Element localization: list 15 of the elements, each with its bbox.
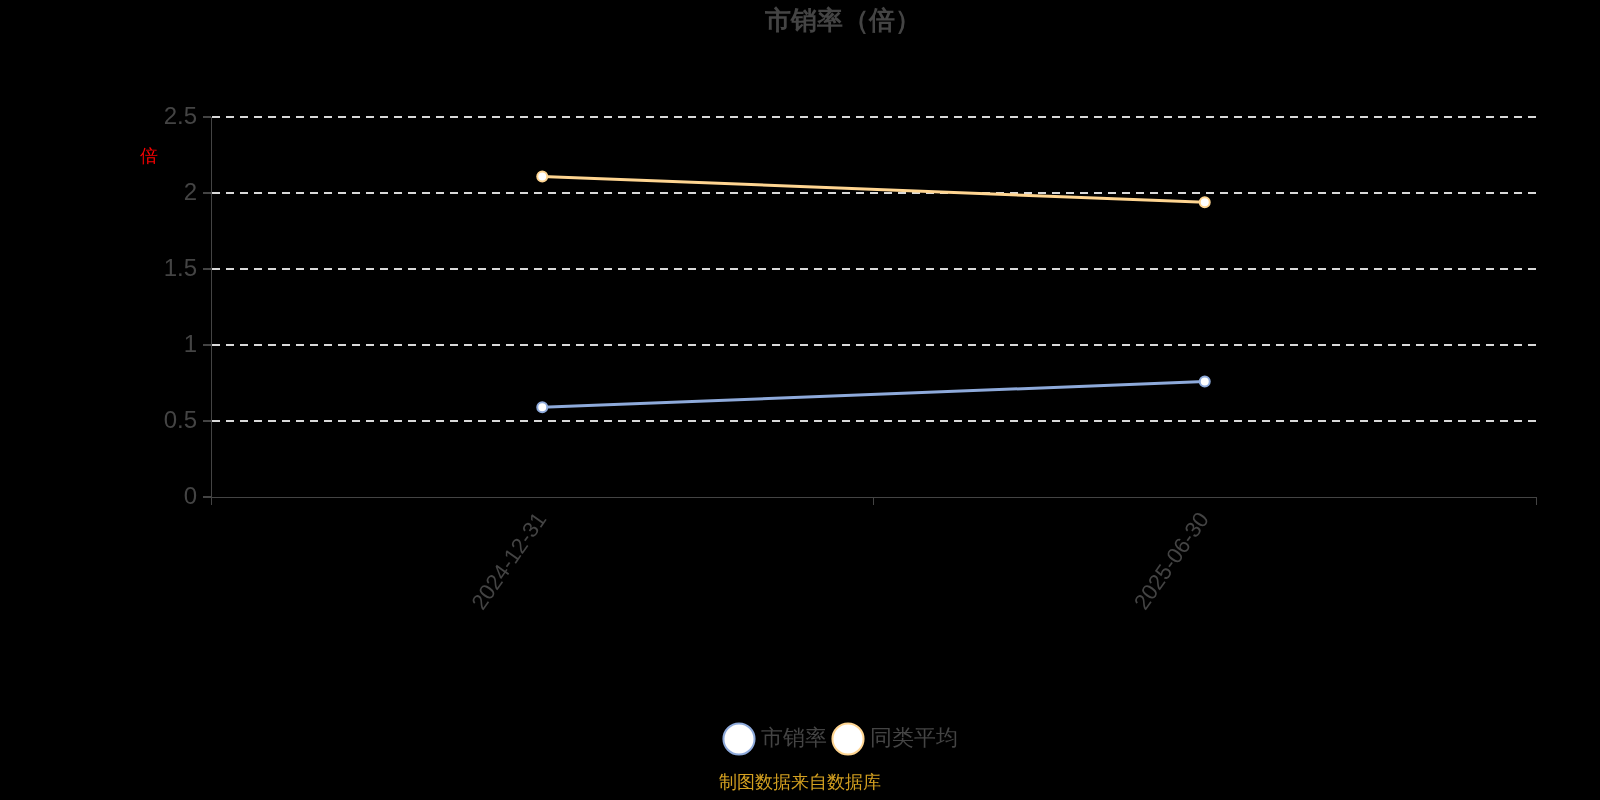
point — [536, 401, 549, 414]
y-tick-label: 2 — [183, 177, 197, 205]
point — [1198, 375, 1211, 388]
y-tick-label: 1 — [183, 329, 197, 357]
legend-label: 同类平均 — [870, 725, 958, 751]
text: 制图数据来自数据库 — [719, 771, 881, 792]
chart-title: 市销率（倍） — [764, 4, 921, 35]
y-axis-title: 倍 — [140, 146, 158, 167]
legend-label: 市销率 — [761, 725, 827, 751]
y-tick-label: 1.5 — [163, 253, 197, 281]
y-tick-label: 0.5 — [163, 405, 197, 433]
point — [1198, 196, 1211, 209]
point — [536, 170, 549, 183]
y-tick-label: 0 — [183, 481, 197, 509]
y-tick-label: 2.5 — [163, 101, 197, 129]
